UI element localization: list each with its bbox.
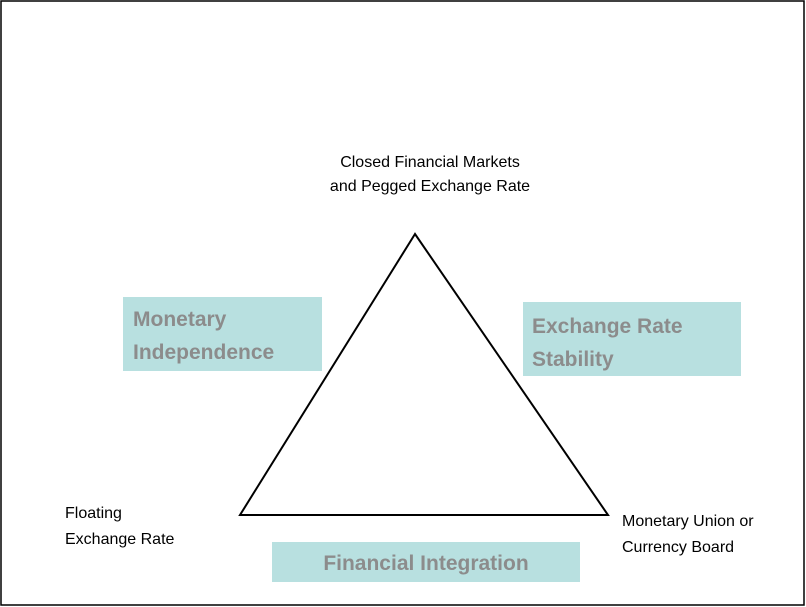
side-label: Stability xyxy=(532,348,614,371)
side-box xyxy=(272,542,580,582)
vertex-label: Monetary Union or xyxy=(622,513,754,530)
side-box xyxy=(523,302,741,376)
side-label: Independence xyxy=(133,341,274,364)
vertex-label: Exchange Rate xyxy=(65,531,175,548)
triangle xyxy=(238,232,610,516)
side-label: Exchange Rate xyxy=(532,315,683,338)
side-label: Monetary xyxy=(133,308,227,331)
vertex-label: Floating xyxy=(65,505,122,522)
side-box xyxy=(123,297,322,371)
vertex-label: Currency Board xyxy=(622,539,734,556)
vertex-label: and Pegged Exchange Rate xyxy=(330,178,530,195)
vertex-label: Closed Financial Markets xyxy=(340,154,520,171)
side-label: Financial Integration xyxy=(323,552,528,575)
